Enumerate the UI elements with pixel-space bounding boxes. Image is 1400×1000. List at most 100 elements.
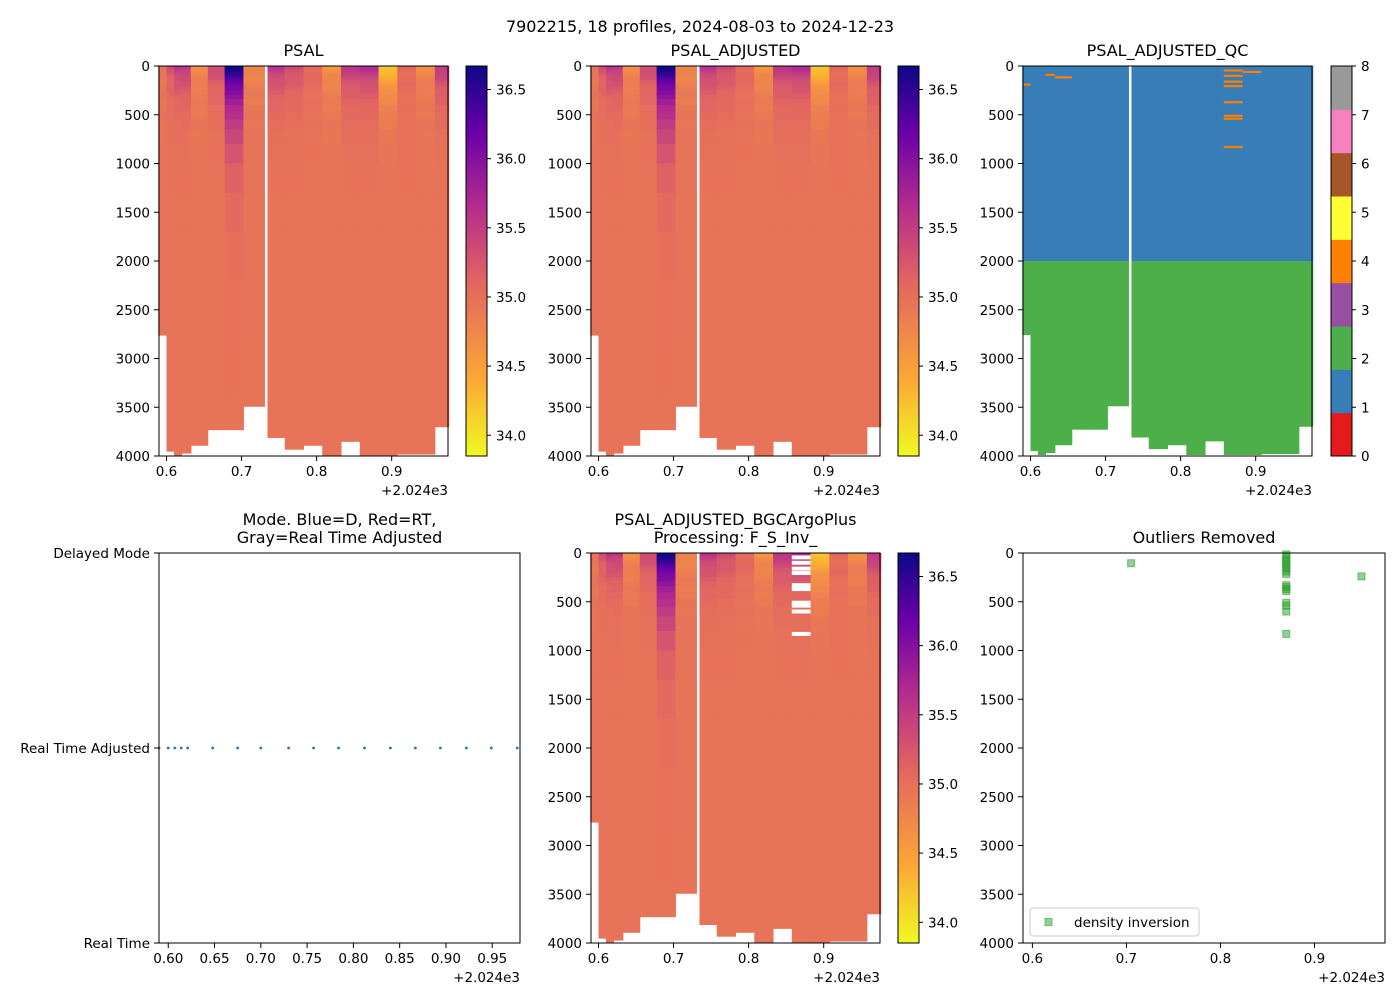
- heatmap-cell: [598, 581, 607, 587]
- heatmap-cell: [697, 586, 718, 593]
- heatmap-cell: [866, 560, 882, 564]
- heatmap-cell: [697, 679, 718, 720]
- heatmap-cell: [675, 83, 699, 87]
- qc-cell-flag1: [1242, 66, 1262, 261]
- heatmap-cell: [716, 554, 736, 557]
- heatmap-cell: [866, 99, 882, 106]
- heatmap-cell: [791, 884, 812, 943]
- heatmap-cell: [791, 75, 812, 79]
- heatmap-cell: [606, 90, 615, 95]
- heatmap-cell: [416, 397, 436, 455]
- heatmap-cell: [848, 280, 868, 340]
- heatmap-cell: [866, 570, 882, 574]
- heatmap-cell: [303, 144, 323, 164]
- heatmap-cell: [341, 163, 361, 194]
- heatmap-cell: [590, 570, 600, 574]
- heatmap-cell: [639, 581, 658, 587]
- heatmap-cell: [174, 86, 183, 91]
- heatmap-cell: [590, 280, 600, 336]
- heatmap-cell: [866, 554, 882, 557]
- heatmap-cell: [181, 280, 192, 340]
- heatmap-cell: [174, 83, 183, 87]
- heatmap-cell: [606, 826, 615, 885]
- heatmap-cell: [810, 163, 830, 194]
- heatmap-cell: [716, 718, 736, 768]
- heatmap-cell: [613, 718, 624, 768]
- heatmap-cell: [359, 86, 380, 91]
- heatmap-cell: [224, 105, 244, 113]
- heatmap-cell: [735, 111, 755, 121]
- heatmap-cell: [174, 66, 183, 68]
- heatmap-cell: [697, 144, 718, 164]
- heatmap-cell: [675, 68, 699, 71]
- heatmap-cell: [773, 616, 793, 632]
- heatmap-cell: [416, 83, 436, 87]
- heatmap-cell: [639, 280, 658, 340]
- heatmap-cell: [810, 67, 830, 70]
- heatmap-cell: [158, 192, 168, 233]
- heatmap-cell: [773, 280, 793, 340]
- heatmap-cell: [397, 86, 417, 91]
- qc-cell-flag2: [1054, 261, 1073, 446]
- heatmap-cell: [174, 70, 183, 73]
- heatmap-cell: [656, 679, 676, 720]
- heatmap-cell: [190, 83, 209, 87]
- heatmap-cell: [322, 94, 342, 100]
- heatmap-cell: [810, 83, 830, 87]
- qc-colorbar-swatch-8: [1331, 66, 1352, 110]
- heatmap-cell: [174, 129, 183, 145]
- heatmap-cell: [791, 192, 812, 233]
- heatmap-cell: [284, 71, 304, 75]
- y-tick-label: 1500: [116, 205, 150, 221]
- heatmap-cell: [598, 616, 607, 632]
- heatmap-cell: [397, 119, 417, 130]
- heatmap-cell: [207, 119, 226, 130]
- heatmap-cell: [207, 68, 226, 71]
- heatmap-cell: [810, 94, 830, 100]
- qc-cell-flag1: [1038, 66, 1047, 261]
- heatmap-cell: [174, 231, 183, 281]
- heatmap-cell: [810, 144, 830, 164]
- heatmap-cell: [791, 616, 812, 632]
- heatmap-cell: [265, 111, 286, 121]
- heatmap-cell: [224, 280, 244, 340]
- heatmap-cell: [303, 280, 323, 340]
- colorbar-frame: [897, 65, 920, 457]
- heatmap-cell: [716, 66, 736, 68]
- heatmap-cell: [190, 144, 209, 164]
- heatmap-cell: [341, 144, 361, 164]
- heatmap-cell: [181, 339, 192, 398]
- heatmap-cell: [656, 553, 676, 555]
- heatmap-cell: [622, 105, 641, 113]
- heatmap-cell: [697, 90, 718, 95]
- heatmap-cell: [606, 562, 615, 566]
- heatmap-cell: [697, 592, 718, 600]
- heatmap-cell: [810, 80, 830, 85]
- heatmap-cell: [848, 71, 868, 75]
- heatmap-cell: [622, 826, 641, 885]
- heatmap-cell: [590, 586, 600, 593]
- heatmap-cell: [716, 78, 736, 82]
- heatmap-cell: [224, 68, 244, 71]
- y-tick-label: 1000: [980, 157, 1014, 173]
- heatmap-cell: [810, 573, 830, 578]
- heatmap-cell: [848, 650, 868, 681]
- heatmap-cell: [359, 94, 380, 100]
- y-tick-label: 500: [124, 108, 150, 124]
- data-gap: [696, 553, 700, 943]
- heatmap-cell: [716, 573, 736, 578]
- colorbar-tick-label: 6: [1361, 157, 1370, 173]
- heatmap-cell: [848, 718, 868, 768]
- heatmap-cell: [791, 679, 812, 720]
- heatmap-cell: [434, 280, 450, 340]
- heatmap-cell: [829, 105, 849, 113]
- removed-value-gap: [791, 560, 811, 565]
- heatmap-cell: [397, 129, 417, 145]
- heatmap-cell: [754, 826, 774, 885]
- heatmap-cell: [613, 129, 624, 145]
- heatmap-cell: [773, 718, 793, 768]
- heatmap-cell: [598, 767, 607, 827]
- y-tick-label: 500: [556, 108, 582, 124]
- heatmap-cell: [639, 105, 658, 113]
